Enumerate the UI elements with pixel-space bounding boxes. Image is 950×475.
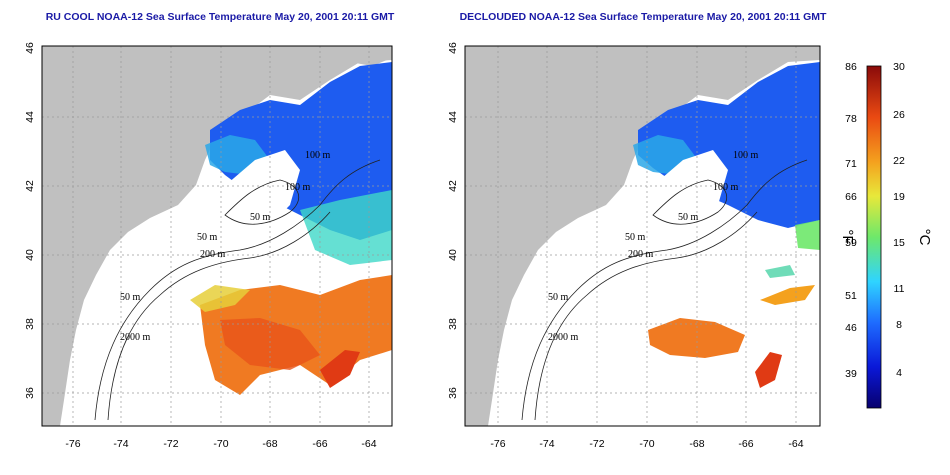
lat-tick-label: 42 — [447, 180, 459, 192]
map-frame — [464, 45, 821, 427]
contour-label: 2000 m — [548, 332, 579, 343]
bathymetry-contours — [94, 159, 381, 421]
lat-tick-label: 46 — [447, 42, 459, 54]
lat-tick-label: 44 — [447, 111, 459, 123]
fahrenheit-tick: 59 — [845, 237, 857, 249]
celsius-tick: 15 — [893, 237, 905, 249]
celsius-unit-label: °C — [916, 229, 933, 246]
lat-tick-label: 40 — [24, 249, 36, 261]
lon-tick-label: -74 — [539, 438, 554, 450]
fahrenheit-tick: 78 — [845, 113, 857, 125]
celsius-tick: 30 — [893, 61, 905, 73]
lon-tick-label: -64 — [361, 438, 376, 450]
lon-tick-label: -72 — [163, 438, 178, 450]
sst-warm-core — [220, 318, 320, 370]
contour-label: 50 m — [678, 212, 699, 223]
lat-tick-label: 36 — [447, 387, 459, 399]
sst-cold-region — [210, 62, 392, 240]
fahrenheit-tick: 51 — [845, 290, 857, 302]
contour-label: 50 m — [120, 292, 141, 303]
lat-tick-label: 46 — [24, 42, 36, 54]
contour-label: 50 m — [625, 232, 646, 243]
map-plot-area: 100 m 100 m 50 m 200 m 50 m 2000 m 50 m — [42, 46, 392, 426]
lat-lon-grid — [465, 46, 820, 426]
lon-tick-label: -72 — [589, 438, 604, 450]
contour-label: 200 m — [200, 249, 226, 260]
celsius-tick: 22 — [893, 155, 905, 167]
cloud-patch — [643, 150, 728, 240]
sst-warm-eddy — [755, 352, 782, 388]
lon-tick-label: -70 — [639, 438, 654, 450]
lat-tick-label: 44 — [24, 111, 36, 123]
celsius-scale: 30 26 22 19 15 11 8 4 — [893, 61, 905, 379]
lon-tick-label: -76 — [65, 438, 80, 450]
map-ru-cool: RU COOL NOAA-12 Sea Surface Temperature … — [24, 11, 395, 450]
lat-lon-grid — [42, 46, 392, 426]
fahrenheit-tick: 46 — [845, 322, 857, 334]
colorbar-gradient — [866, 65, 882, 409]
sst-yellow-edge — [190, 285, 250, 312]
sst-cold-region — [638, 62, 820, 228]
lon-tick-label: -64 — [788, 438, 803, 450]
lat-tick-label: 42 — [24, 180, 36, 192]
fahrenheit-tick: 66 — [845, 191, 857, 203]
celsius-tick: 19 — [893, 191, 905, 203]
land-mass — [465, 46, 820, 426]
fahrenheit-unit-label: °F — [839, 229, 856, 244]
lat-ticks: 46 44 42 40 38 36 — [24, 42, 36, 399]
map-title-ru-cool: RU COOL NOAA-12 Sea Surface Temperature … — [46, 11, 395, 23]
map-frame — [41, 45, 393, 427]
fahrenheit-tick: 86 — [845, 61, 857, 73]
celsius-tick: 8 — [896, 319, 902, 331]
cloud-patch — [215, 150, 300, 240]
contour-label: 100 m — [285, 182, 311, 193]
sst-yellow-edge — [760, 285, 815, 305]
lon-tick-label: -68 — [689, 438, 704, 450]
sst-mid-patch — [795, 220, 820, 250]
lat-ticks: 46 44 42 40 38 36 — [447, 42, 459, 399]
contour-label: 50 m — [548, 292, 569, 303]
lon-ticks: -76 -74 -72 -70 -68 -66 -64 — [65, 438, 376, 450]
contour-label: 200 m — [628, 249, 654, 260]
lon-tick-label: -70 — [213, 438, 228, 450]
contour-label: 50 m — [250, 212, 271, 223]
contour-label: 50 m — [197, 232, 218, 243]
contour-label: 2000 m — [120, 332, 151, 343]
lon-tick-label: -74 — [113, 438, 128, 450]
colorbar: 86 78 71 66 59 51 46 39 30 26 22 19 15 1… — [839, 61, 933, 409]
sst-gulf-stream — [648, 318, 745, 358]
map-title-declouded: DECLOUDED NOAA-12 Sea Surface Temperatur… — [460, 11, 827, 23]
map-plot-area: 100 m 100 m 50 m 200 m 50 m 2000 m 50 m — [465, 46, 820, 426]
contour-label: 100 m — [713, 182, 739, 193]
lon-tick-label: -66 — [738, 438, 753, 450]
lon-tick-label: -76 — [490, 438, 505, 450]
land-mass — [42, 46, 392, 426]
fahrenheit-tick: 71 — [845, 158, 857, 170]
lat-tick-label: 38 — [447, 318, 459, 330]
celsius-tick: 11 — [894, 283, 905, 295]
land-nova-scotia — [330, 46, 392, 66]
contour-label: 100 m — [733, 150, 759, 161]
celsius-tick: 4 — [896, 367, 902, 379]
lat-tick-label: 36 — [24, 387, 36, 399]
contour-label: 100 m — [305, 150, 331, 161]
fahrenheit-scale: 86 78 71 66 59 51 46 39 — [845, 61, 857, 380]
lon-tick-label: -66 — [312, 438, 327, 450]
map-declouded: DECLOUDED NOAA-12 Sea Surface Temperatur… — [447, 11, 827, 450]
lat-tick-label: 40 — [447, 249, 459, 261]
bathymetry-contours — [521, 159, 808, 421]
lon-ticks: -76 -74 -72 -70 -68 -66 -64 — [490, 438, 803, 450]
lon-tick-label: -68 — [262, 438, 277, 450]
lat-tick-label: 38 — [24, 318, 36, 330]
celsius-tick: 26 — [893, 109, 905, 121]
sst-mid-patch — [765, 265, 795, 278]
fahrenheit-tick: 39 — [845, 368, 857, 380]
sst-warm-eddy — [320, 350, 360, 388]
